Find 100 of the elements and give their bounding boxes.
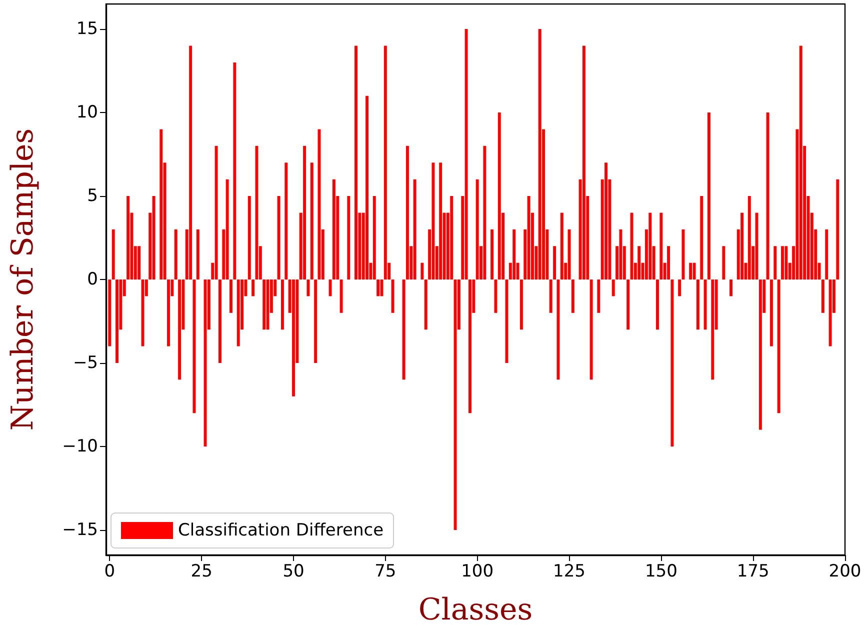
bar (116, 280, 119, 363)
bar (597, 280, 600, 313)
bar (196, 229, 200, 280)
bar (189, 46, 192, 280)
bar (248, 196, 251, 280)
bar (553, 246, 556, 280)
x-axis-title: Classes (418, 592, 533, 628)
bar (821, 280, 824, 313)
x-tick-label: 25 (190, 562, 212, 582)
bar (571, 280, 574, 313)
legend-label: Classification Difference (178, 520, 384, 540)
bar (218, 280, 222, 363)
bar (366, 96, 369, 280)
bar (766, 112, 770, 280)
bar (836, 179, 840, 280)
bar (799, 46, 802, 280)
bar (303, 146, 306, 280)
bar (464, 29, 468, 280)
bar (230, 280, 232, 313)
bar (730, 280, 733, 296)
bar (468, 280, 472, 414)
bar (178, 280, 182, 380)
bar (402, 280, 406, 380)
y-tick-label: −5 (72, 352, 98, 373)
bar (549, 280, 552, 313)
bar (498, 112, 501, 280)
bar (167, 280, 170, 346)
bar (828, 280, 832, 346)
bar (667, 246, 670, 280)
x-tick-label: 150 (644, 562, 678, 582)
bar (538, 29, 542, 280)
bar (638, 246, 641, 280)
bar (670, 280, 674, 446)
bar (494, 280, 498, 313)
bar (454, 280, 457, 530)
bar (689, 262, 692, 280)
x-tick-label: 0 (104, 562, 116, 582)
bar (774, 246, 777, 280)
bar (825, 229, 828, 280)
x-tick-label: 100 (461, 562, 494, 582)
bar (520, 280, 523, 330)
y-tick-label: 15 (76, 19, 98, 40)
bar (678, 280, 682, 296)
bar (252, 280, 255, 296)
bar (266, 280, 270, 330)
bar (781, 246, 784, 280)
bar (590, 280, 593, 380)
bar (406, 146, 409, 280)
bar (424, 280, 428, 330)
bar (277, 196, 280, 280)
bar (310, 162, 314, 280)
x-tick-label: 175 (736, 562, 770, 582)
bar (704, 280, 707, 330)
bar (233, 62, 236, 280)
bar (306, 280, 310, 296)
bar (214, 146, 218, 280)
bar (476, 179, 479, 280)
bar (376, 280, 380, 296)
bar (682, 229, 685, 280)
bar (748, 196, 751, 280)
bar (126, 196, 130, 280)
bar (226, 179, 229, 280)
x-tick-label: 50 (282, 562, 304, 582)
bar (700, 196, 704, 280)
x-tick-label: 200 (828, 562, 862, 582)
bar (512, 229, 516, 280)
bar (660, 212, 663, 280)
bar (413, 179, 416, 280)
bar (490, 229, 494, 280)
bar (707, 112, 710, 280)
bar (612, 280, 615, 296)
bar (160, 129, 163, 280)
bar (391, 280, 394, 313)
bar (626, 280, 630, 330)
bar (722, 246, 726, 280)
bar (328, 280, 332, 296)
bar (284, 162, 288, 280)
bar (314, 280, 318, 363)
bar (450, 196, 454, 280)
bar (556, 280, 560, 380)
bar (711, 280, 714, 380)
bar (582, 46, 586, 280)
bar (696, 280, 700, 330)
x-tick-label: 125 (553, 562, 586, 582)
bar (527, 196, 530, 280)
bar (784, 246, 788, 280)
bar (292, 280, 295, 396)
y-tick-label: 10 (76, 102, 98, 123)
bar (777, 280, 780, 414)
y-tick-label: 0 (87, 270, 98, 290)
x-tick-label: 75 (374, 562, 396, 582)
bar (432, 162, 435, 280)
bar (740, 212, 744, 280)
bar (347, 196, 350, 280)
y-tick-label: −15 (62, 520, 98, 540)
y-axis-title: Number of Samples (6, 128, 40, 431)
bar (108, 280, 112, 346)
bar (483, 146, 486, 280)
bar (138, 246, 141, 280)
y-tick-label: 5 (87, 186, 98, 206)
